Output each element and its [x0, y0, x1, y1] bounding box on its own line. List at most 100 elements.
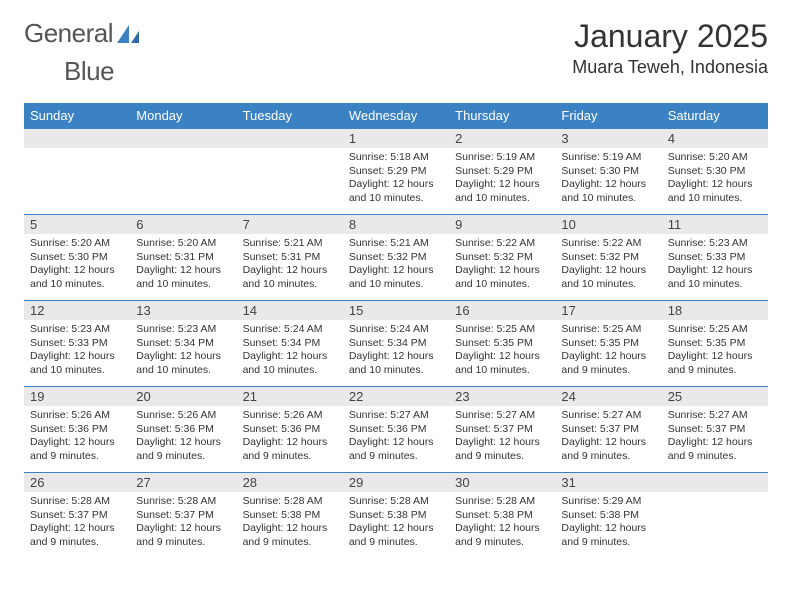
daylight-line-1: Daylight: 12 hours [243, 522, 337, 536]
sunset-line: Sunset: 5:29 PM [455, 165, 549, 179]
daylight-line-2: and 9 minutes. [243, 536, 337, 550]
brand-sail-icon [115, 23, 141, 45]
weekday-header: Thursday [449, 103, 555, 129]
weekday-header: Monday [130, 103, 236, 129]
calendar-day: 9Sunrise: 5:22 AMSunset: 5:32 PMDaylight… [449, 215, 555, 301]
calendar-row: 12Sunrise: 5:23 AMSunset: 5:33 PMDayligh… [24, 301, 768, 387]
day-number: 22 [343, 387, 449, 406]
daylight-line-1: Daylight: 12 hours [455, 264, 549, 278]
day-detail: Sunrise: 5:28 AMSunset: 5:38 PMDaylight:… [449, 492, 555, 554]
day-number: 6 [130, 215, 236, 234]
day-detail: Sunrise: 5:23 AMSunset: 5:33 PMDaylight:… [24, 320, 130, 382]
day-detail: Sunrise: 5:25 AMSunset: 5:35 PMDaylight:… [449, 320, 555, 382]
daylight-line-2: and 9 minutes. [30, 450, 124, 464]
sunrise-line: Sunrise: 5:20 AM [668, 151, 762, 165]
calendar-day: 20Sunrise: 5:26 AMSunset: 5:36 PMDayligh… [130, 387, 236, 473]
weekday-header: Friday [555, 103, 661, 129]
daylight-line-1: Daylight: 12 hours [561, 436, 655, 450]
calendar-day: 10Sunrise: 5:22 AMSunset: 5:32 PMDayligh… [555, 215, 661, 301]
daylight-line-2: and 10 minutes. [30, 278, 124, 292]
daylight-line-1: Daylight: 12 hours [349, 436, 443, 450]
day-detail: Sunrise: 5:20 AMSunset: 5:31 PMDaylight:… [130, 234, 236, 296]
daylight-line-2: and 9 minutes. [668, 450, 762, 464]
daylight-line-2: and 10 minutes. [455, 364, 549, 378]
day-number: 3 [555, 129, 661, 148]
sunset-line: Sunset: 5:32 PM [455, 251, 549, 265]
sunset-line: Sunset: 5:35 PM [561, 337, 655, 351]
day-number: 20 [130, 387, 236, 406]
sunset-line: Sunset: 5:34 PM [349, 337, 443, 351]
day-detail: Sunrise: 5:19 AMSunset: 5:29 PMDaylight:… [449, 148, 555, 210]
day-number: 13 [130, 301, 236, 320]
daylight-line-2: and 9 minutes. [349, 536, 443, 550]
daylight-line-2: and 10 minutes. [30, 364, 124, 378]
day-number: 4 [662, 129, 768, 148]
sunrise-line: Sunrise: 5:24 AM [243, 323, 337, 337]
daylight-line-2: and 9 minutes. [561, 536, 655, 550]
sunrise-line: Sunrise: 5:21 AM [243, 237, 337, 251]
sunrise-line: Sunrise: 5:28 AM [349, 495, 443, 509]
day-number: 12 [24, 301, 130, 320]
calendar-table: SundayMondayTuesdayWednesdayThursdayFrid… [24, 103, 768, 559]
daylight-line-1: Daylight: 12 hours [668, 436, 762, 450]
daylight-line-1: Daylight: 12 hours [349, 350, 443, 364]
calendar-day: 26Sunrise: 5:28 AMSunset: 5:37 PMDayligh… [24, 473, 130, 559]
daylight-line-1: Daylight: 12 hours [561, 178, 655, 192]
daylight-line-2: and 10 minutes. [243, 364, 337, 378]
day-number: 19 [24, 387, 130, 406]
sunset-line: Sunset: 5:37 PM [30, 509, 124, 523]
sunrise-line: Sunrise: 5:23 AM [668, 237, 762, 251]
sunrise-line: Sunrise: 5:27 AM [668, 409, 762, 423]
sunset-line: Sunset: 5:36 PM [30, 423, 124, 437]
calendar-row: 5Sunrise: 5:20 AMSunset: 5:30 PMDaylight… [24, 215, 768, 301]
daylight-line-2: and 9 minutes. [668, 364, 762, 378]
day-detail: Sunrise: 5:29 AMSunset: 5:38 PMDaylight:… [555, 492, 661, 554]
day-detail: Sunrise: 5:26 AMSunset: 5:36 PMDaylight:… [24, 406, 130, 468]
sunset-line: Sunset: 5:38 PM [349, 509, 443, 523]
sunset-line: Sunset: 5:36 PM [243, 423, 337, 437]
daylight-line-2: and 9 minutes. [455, 536, 549, 550]
calendar-day: 7Sunrise: 5:21 AMSunset: 5:31 PMDaylight… [237, 215, 343, 301]
daylight-line-1: Daylight: 12 hours [136, 436, 230, 450]
daylight-line-2: and 10 minutes. [136, 364, 230, 378]
sunrise-line: Sunrise: 5:26 AM [136, 409, 230, 423]
sunrise-line: Sunrise: 5:25 AM [455, 323, 549, 337]
day-detail: Sunrise: 5:28 AMSunset: 5:38 PMDaylight:… [237, 492, 343, 554]
sunset-line: Sunset: 5:38 PM [243, 509, 337, 523]
day-detail: Sunrise: 5:24 AMSunset: 5:34 PMDaylight:… [237, 320, 343, 382]
day-detail: Sunrise: 5:25 AMSunset: 5:35 PMDaylight:… [555, 320, 661, 382]
daylight-line-1: Daylight: 12 hours [668, 350, 762, 364]
daylight-line-2: and 9 minutes. [136, 450, 230, 464]
day-detail: Sunrise: 5:28 AMSunset: 5:37 PMDaylight:… [24, 492, 130, 554]
sunrise-line: Sunrise: 5:25 AM [668, 323, 762, 337]
sunrise-line: Sunrise: 5:24 AM [349, 323, 443, 337]
sunset-line: Sunset: 5:31 PM [243, 251, 337, 265]
calendar-day: 23Sunrise: 5:27 AMSunset: 5:37 PMDayligh… [449, 387, 555, 473]
calendar-day-empty [237, 129, 343, 215]
sunrise-line: Sunrise: 5:27 AM [455, 409, 549, 423]
daylight-line-1: Daylight: 12 hours [455, 522, 549, 536]
sunrise-line: Sunrise: 5:28 AM [30, 495, 124, 509]
calendar-day: 31Sunrise: 5:29 AMSunset: 5:38 PMDayligh… [555, 473, 661, 559]
calendar-day: 5Sunrise: 5:20 AMSunset: 5:30 PMDaylight… [24, 215, 130, 301]
daylight-line-2: and 9 minutes. [243, 450, 337, 464]
calendar-day: 28Sunrise: 5:28 AMSunset: 5:38 PMDayligh… [237, 473, 343, 559]
daylight-line-1: Daylight: 12 hours [30, 264, 124, 278]
sunset-line: Sunset: 5:34 PM [243, 337, 337, 351]
sunrise-line: Sunrise: 5:27 AM [561, 409, 655, 423]
day-number: 27 [130, 473, 236, 492]
sunrise-line: Sunrise: 5:28 AM [243, 495, 337, 509]
sunrise-line: Sunrise: 5:21 AM [349, 237, 443, 251]
day-detail: Sunrise: 5:28 AMSunset: 5:38 PMDaylight:… [343, 492, 449, 554]
sunrise-line: Sunrise: 5:20 AM [136, 237, 230, 251]
calendar-day: 15Sunrise: 5:24 AMSunset: 5:34 PMDayligh… [343, 301, 449, 387]
daylight-line-1: Daylight: 12 hours [136, 264, 230, 278]
day-number: 7 [237, 215, 343, 234]
sunset-line: Sunset: 5:34 PM [136, 337, 230, 351]
calendar-day: 19Sunrise: 5:26 AMSunset: 5:36 PMDayligh… [24, 387, 130, 473]
sunrise-line: Sunrise: 5:27 AM [349, 409, 443, 423]
sunset-line: Sunset: 5:30 PM [30, 251, 124, 265]
calendar-body: 1Sunrise: 5:18 AMSunset: 5:29 PMDaylight… [24, 129, 768, 559]
sunset-line: Sunset: 5:30 PM [561, 165, 655, 179]
daylight-line-2: and 10 minutes. [349, 192, 443, 206]
